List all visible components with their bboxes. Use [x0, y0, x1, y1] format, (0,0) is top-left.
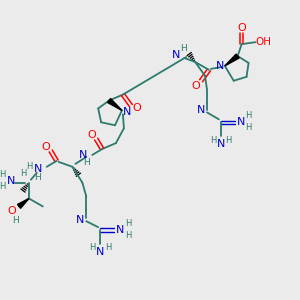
Text: N: N: [123, 107, 131, 117]
Text: N: N: [79, 150, 88, 160]
Text: O: O: [192, 81, 200, 91]
Polygon shape: [225, 54, 239, 66]
Text: N: N: [7, 176, 15, 186]
Text: N: N: [172, 50, 181, 60]
Text: N: N: [96, 247, 104, 257]
Text: N: N: [76, 215, 85, 225]
Text: H: H: [245, 111, 252, 120]
Text: H: H: [12, 216, 19, 225]
Text: H: H: [180, 44, 187, 52]
Text: H: H: [83, 158, 90, 167]
Text: N: N: [217, 139, 225, 149]
Text: H: H: [0, 170, 5, 179]
Text: OH: OH: [255, 37, 272, 47]
Text: H: H: [26, 162, 32, 171]
Text: O: O: [237, 23, 246, 33]
Text: H: H: [89, 243, 95, 252]
Text: O: O: [41, 142, 50, 152]
Text: O: O: [87, 130, 96, 140]
Text: O: O: [8, 206, 16, 216]
Text: N: N: [197, 105, 205, 116]
Text: O: O: [132, 103, 141, 113]
Text: H: H: [105, 243, 111, 252]
Text: N: N: [236, 117, 245, 127]
Polygon shape: [17, 199, 29, 208]
Text: N: N: [34, 164, 42, 174]
Text: H: H: [34, 173, 41, 182]
Text: H: H: [210, 136, 216, 145]
Polygon shape: [108, 99, 122, 110]
Text: N: N: [116, 225, 124, 235]
Text: H: H: [245, 123, 252, 132]
Text: H: H: [20, 169, 26, 178]
Text: H: H: [0, 182, 5, 191]
Text: H: H: [125, 231, 131, 240]
Text: N: N: [216, 61, 224, 71]
Text: H: H: [226, 136, 232, 145]
Text: H: H: [125, 219, 131, 228]
